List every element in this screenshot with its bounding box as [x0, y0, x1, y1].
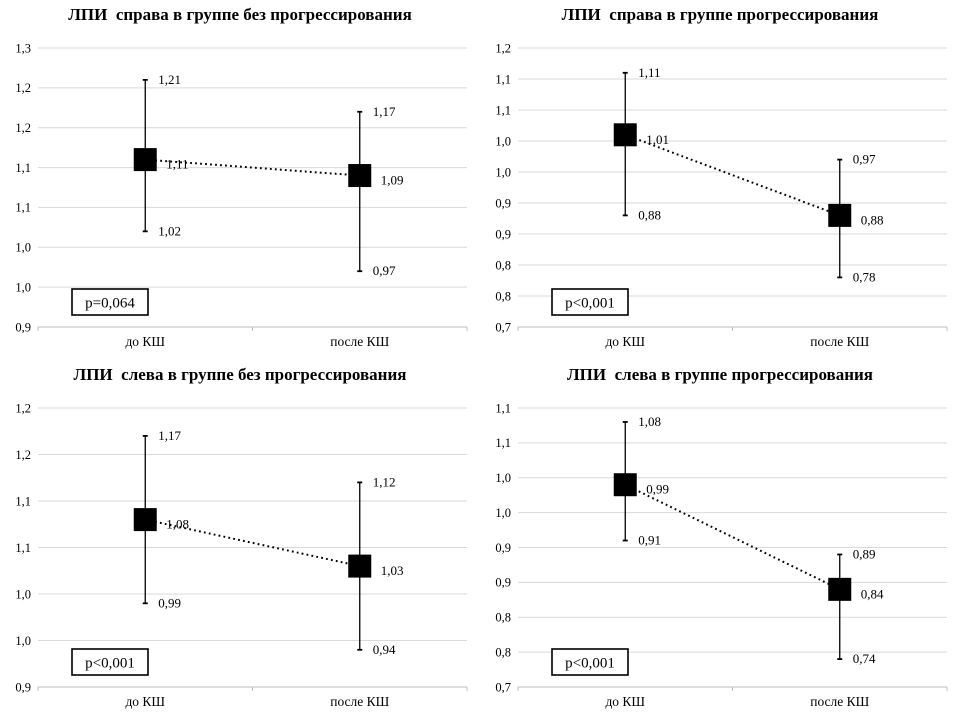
- x-category-label: после КШ: [810, 334, 869, 349]
- ci-high-label: 1,11: [638, 65, 660, 80]
- ci-high-label: 0,89: [853, 546, 876, 561]
- chart-title: ЛПИ слева в группе прогрессирования: [567, 365, 873, 384]
- plot-area: 1,1 1,1 1,0 1,0 0,9 0,9 0,8 0,8 0,7 до КШ после КШ…: [495, 401, 948, 709]
- y-tick-label: 1,2: [15, 81, 31, 95]
- mean-value-label: 1,01: [646, 132, 669, 147]
- mean-square-marker: [828, 577, 852, 601]
- y-tick-label: 1,0: [15, 634, 31, 648]
- mean-square-marker: [348, 164, 372, 188]
- p-value-label: p<0,001: [565, 656, 615, 672]
- y-tick-label: 0,9: [15, 320, 31, 334]
- ci-low-label: 0,97: [373, 263, 396, 278]
- ci-low-label: 0,91: [638, 533, 661, 548]
- plot-area: 1,3 1,2 1,2 1,1 1,1 1,0 1,0 0,9 до КШ после КШ 1,2…: [15, 41, 468, 349]
- x-category-label: после КШ: [330, 694, 389, 709]
- x-category-label: до КШ: [605, 334, 645, 349]
- y-tick-label: 0,9: [495, 576, 511, 590]
- y-tick-label: 0,9: [495, 227, 511, 241]
- chart-lpi-right-no-progression: ЛПИ справа в группе без прогрессирования…: [0, 0, 480, 360]
- y-tick-label: 1,1: [495, 436, 511, 450]
- ci-high-label: 1,17: [373, 104, 396, 119]
- chart-title: ЛПИ справа в группе прогрессирования: [561, 5, 879, 24]
- y-tick-label: 1,2: [15, 401, 31, 415]
- mean-square-marker: [133, 508, 157, 532]
- ci-high-label: 1,21: [158, 72, 181, 87]
- y-tick-label: 1,1: [15, 161, 31, 175]
- mean-square-marker: [348, 554, 372, 578]
- connector-dotted-line: [145, 158, 360, 177]
- y-tick-label: 0,8: [495, 611, 511, 625]
- mean-square-marker: [613, 473, 637, 497]
- plot-area: 1,2 1,1 1,1 1,0 1,0 0,9 0,9 0,8 0,8 0,7 до КШ после…: [495, 41, 948, 349]
- y-tick-label: 0,8: [495, 258, 511, 272]
- x-category-label: до КШ: [605, 694, 645, 709]
- ci-low-label: 0,88: [638, 207, 661, 222]
- p-value-box: [71, 648, 149, 676]
- p-value-box: [551, 288, 629, 316]
- mean-square-marker: [828, 203, 852, 227]
- y-tick-label: 0,8: [495, 289, 511, 303]
- y-tick-label: 0,7: [495, 680, 511, 694]
- y-tick-label: 1,1: [495, 103, 511, 117]
- y-tick-label: 1,1: [495, 72, 511, 86]
- y-tick-label: 1,0: [15, 587, 31, 601]
- mean-value-label: 0,84: [861, 586, 884, 601]
- y-tick-label: 1,0: [15, 280, 31, 294]
- chart-title: ЛПИ слева в группе без прогрессирования: [73, 365, 407, 384]
- y-tick-label: 0,9: [15, 680, 31, 694]
- y-tick-label: 1,3: [15, 41, 31, 55]
- connector-dotted-line: [145, 518, 360, 568]
- ci-high-label: 1,08: [638, 414, 661, 429]
- y-tick-label: 0,9: [495, 541, 511, 555]
- y-tick-label: 1,0: [15, 241, 31, 255]
- y-tick-label: 1,1: [15, 494, 31, 508]
- y-tick-label: 1,1: [15, 201, 31, 215]
- plot-area: 1,2 1,2 1,1 1,1 1,0 1,0 0,9 до КШ после КШ 1,17 0,…: [15, 401, 468, 709]
- mean-value-label: 1,03: [381, 563, 404, 578]
- y-tick-label: 1,2: [15, 448, 31, 462]
- ci-high-label: 1,12: [373, 474, 396, 489]
- mean-square-marker: [613, 123, 637, 147]
- mean-value-label: 0,88: [861, 212, 884, 227]
- p-value-label: p<0,001: [565, 296, 615, 312]
- ci-low-label: 0,78: [853, 269, 876, 284]
- ci-high-label: 1,17: [158, 428, 181, 443]
- connector-dotted-line: [624, 133, 841, 217]
- y-tick-label: 1,2: [15, 121, 31, 135]
- y-tick-label: 1,0: [495, 506, 511, 520]
- ci-low-label: 1,02: [158, 223, 181, 238]
- ci-low-label: 0,74: [853, 651, 876, 666]
- chart-lpi-left-progression: ЛПИ слева в группе прогрессирования 1,1 1…: [480, 360, 960, 720]
- mean-value-label: 1,09: [381, 173, 404, 188]
- y-tick-label: 1,1: [15, 541, 31, 555]
- mean-value-label: 1,08: [166, 517, 189, 532]
- x-category-label: после КШ: [810, 694, 869, 709]
- y-tick-label: 1,2: [495, 41, 511, 55]
- y-tick-label: 1,0: [495, 134, 511, 148]
- x-category-label: до КШ: [125, 694, 165, 709]
- p-value-box: [551, 648, 629, 676]
- y-tick-label: 0,9: [495, 196, 511, 210]
- ci-high-label: 0,97: [853, 152, 876, 167]
- ci-low-label: 0,99: [158, 595, 181, 610]
- y-tick-label: 1,0: [495, 471, 511, 485]
- mean-value-label: 0,99: [646, 482, 669, 497]
- mean-square-marker: [133, 148, 157, 172]
- chart-lpi-right-progression: ЛПИ справа в группе прогрессирования 1,2…: [480, 0, 960, 360]
- p-value-box: [71, 288, 149, 316]
- x-category-label: после КШ: [330, 334, 389, 349]
- y-tick-label: 1,0: [495, 165, 511, 179]
- mean-value-label: 1,11: [166, 157, 188, 172]
- p-value-label: p<0,001: [85, 656, 135, 672]
- x-category-label: до КШ: [125, 334, 165, 349]
- ci-low-label: 0,94: [373, 642, 396, 657]
- chart-lpi-left-no-progression: ЛПИ слева в группе без прогрессирования …: [0, 360, 480, 720]
- y-tick-label: 0,7: [495, 320, 511, 334]
- p-value-label: p=0,064: [85, 296, 135, 312]
- chart-title: ЛПИ справа в группе без прогрессирования: [68, 5, 412, 24]
- y-tick-label: 0,8: [495, 645, 511, 659]
- y-tick-label: 1,1: [495, 401, 511, 415]
